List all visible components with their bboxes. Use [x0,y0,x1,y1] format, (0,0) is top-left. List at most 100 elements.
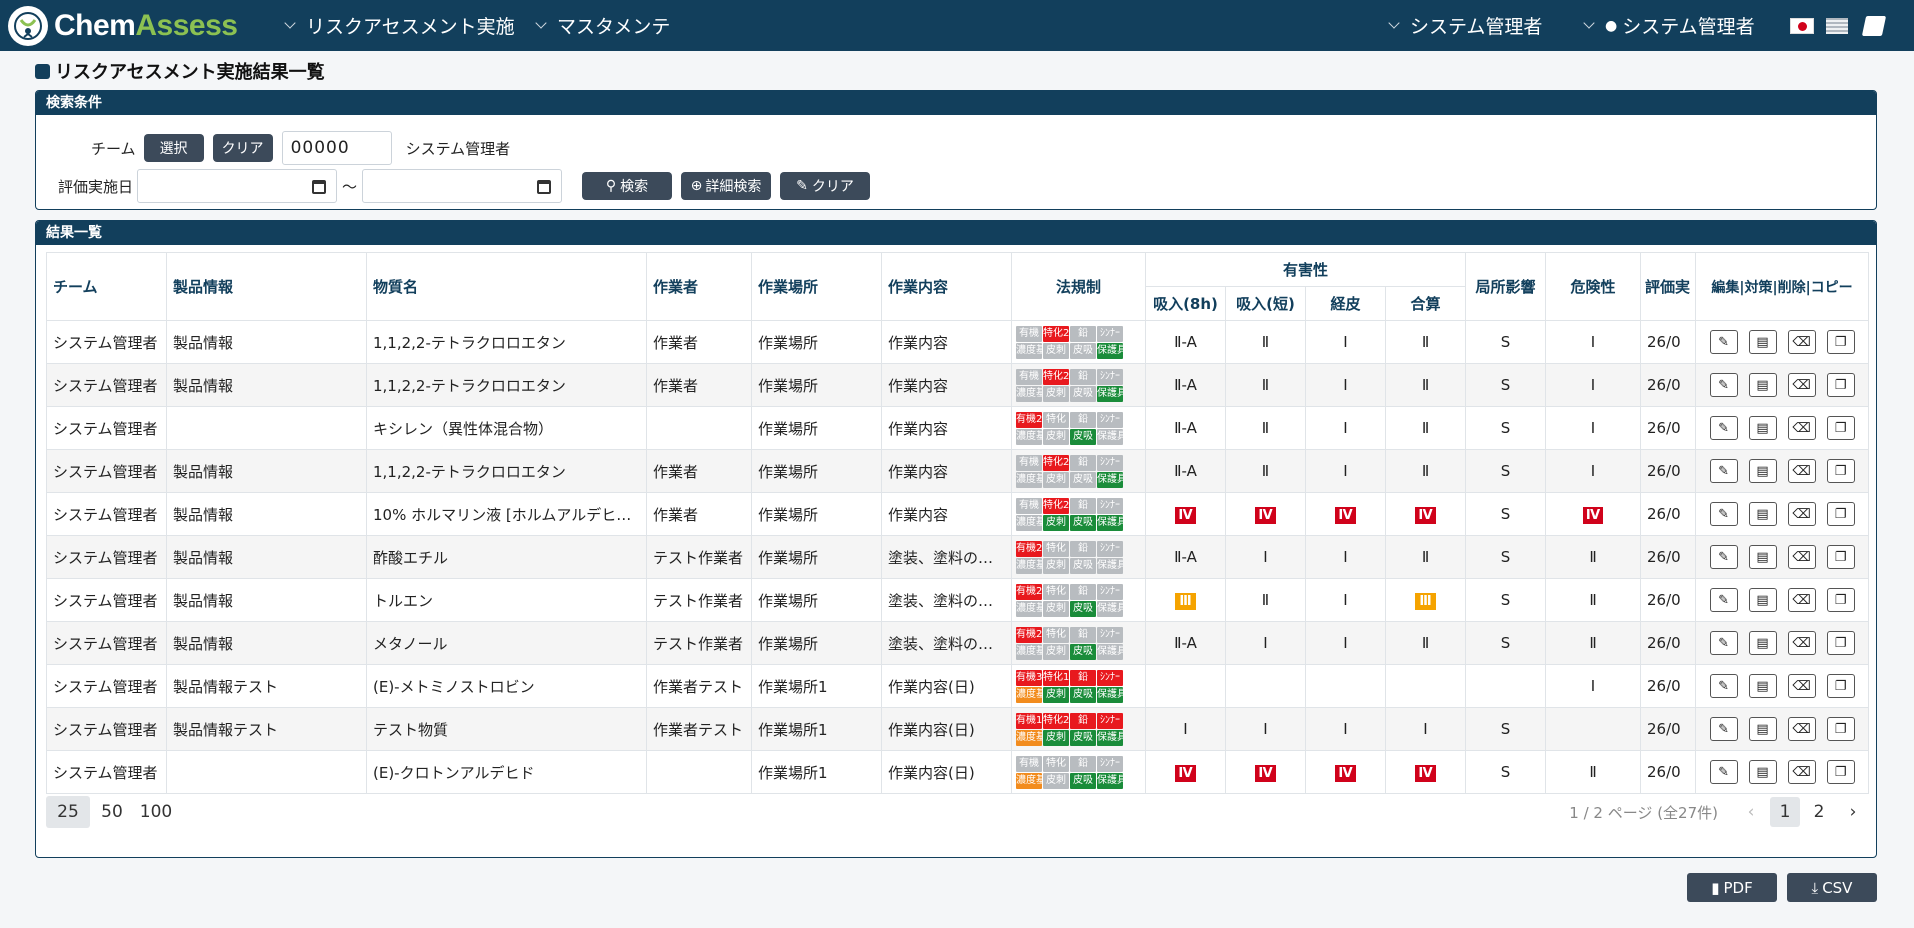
nav-menu-user[interactable]: ● システム管理者 [1583,12,1755,39]
team-name: システム管理者 [405,139,511,158]
law-badge: 皮吸 [1070,428,1096,445]
flag-jp-icon[interactable] [1790,18,1814,34]
trash-icon[interactable]: ⌫ [1787,416,1816,440]
app-logo[interactable]: ChemAssess [8,5,238,46]
copy-icon[interactable]: ❐ [1826,459,1855,483]
copy-icon[interactable]: ❐ [1826,416,1855,440]
document-icon[interactable]: ▤ [1748,674,1777,698]
table-row[interactable]: システム管理者 製品情報テスト テスト物質 作業者テスト 作業場所1 作業内容(日) 有… [46,707,1870,751]
copy-icon[interactable]: ❐ [1826,717,1855,741]
cell-content: 塗装、塗料の洗浄 [881,535,1012,579]
next-page-icon[interactable]: › [1849,802,1857,822]
calendar-icon[interactable] [312,180,327,194]
edit-icon[interactable]: ✎ [1709,760,1738,784]
team-code-input[interactable]: 00000 [281,131,392,165]
edit-icon[interactable]: ✎ [1709,674,1738,698]
table-row[interactable]: システム管理者 製品情報 トルエン テスト作業者 作業場所 塗装、塗料の洗浄 有機2 特化… [46,578,1870,622]
table-row[interactable]: システム管理者 製品情報 メタノール テスト作業者 作業場所 塗装、塗料の洗浄 有機2 特… [46,621,1870,665]
team-clear-button[interactable]: クリア [212,134,273,162]
edit-icon[interactable]: ✎ [1709,588,1738,612]
document-icon[interactable]: ▤ [1748,459,1777,483]
col-skin[interactable]: 経皮 [1305,286,1386,321]
table-row[interactable]: システム管理者 製品情報 10% ホルマリン液 [ホルムアルデヒド… 作業者 作業場所… [46,492,1870,536]
edit-icon[interactable]: ✎ [1709,459,1738,483]
trash-icon[interactable]: ⌫ [1787,459,1816,483]
table-row[interactable]: システム管理者 製品情報テスト (E)-メトミノストロビン 作業者テスト 作業場所1 作… [46,664,1870,708]
col-inhale-short[interactable]: 吸入(短) [1225,286,1306,321]
calendar-icon[interactable] [537,180,552,194]
table-row[interactable]: システム管理者 製品情報 1,1,2,2-テトラクロロエタン 作業者 作業場所 作業内容… [46,363,1870,407]
search-button[interactable]: ⚲ 検索 [582,172,673,200]
document-icon[interactable]: ▤ [1748,760,1777,784]
date-to-input[interactable] [362,169,563,203]
col-content[interactable]: 作業内容 [881,252,1012,321]
trash-icon[interactable]: ⌫ [1787,674,1816,698]
col-inhale-8h[interactable]: 吸入(8h) [1145,286,1226,321]
trash-icon[interactable]: ⌫ [1787,588,1816,612]
document-icon[interactable]: ▤ [1748,631,1777,655]
document-icon[interactable]: ▤ [1748,588,1777,612]
date-from-input[interactable] [137,169,338,203]
edit-icon[interactable]: ✎ [1709,631,1738,655]
trash-icon[interactable]: ⌫ [1787,373,1816,397]
flag-us-icon[interactable] [1826,18,1848,34]
table-row[interactable]: システム管理者 製品情報 1,1,2,2-テトラクロロエタン 作業者 作業場所 作業内容… [46,320,1870,364]
table-row[interactable]: システム管理者 キシレン（異性体混合物） 作業場所 作業内容 有機2 特化鉛ｼﾝﾅｰ 濃… [46,406,1870,450]
edit-icon[interactable]: ✎ [1709,545,1738,569]
trash-icon[interactable]: ⌫ [1787,760,1816,784]
col-team[interactable]: チーム [46,252,167,321]
col-substance[interactable]: 物質名 [366,252,647,321]
manual-book-icon[interactable] [1861,16,1887,36]
document-icon[interactable]: ▤ [1748,545,1777,569]
law-badge: 特化2 [1043,368,1069,385]
table-row[interactable]: システム管理者 製品情報 酢酸エチル テスト作業者 作業場所 塗装、塗料の洗浄 有機2 特… [46,535,1870,579]
document-icon[interactable]: ▤ [1748,717,1777,741]
col-local[interactable]: 局所影響 [1465,252,1547,321]
col-danger[interactable]: 危険性 [1545,252,1642,321]
edit-icon[interactable]: ✎ [1709,502,1738,526]
prev-page-icon[interactable]: ‹ [1747,802,1755,822]
edit-icon[interactable]: ✎ [1709,416,1738,440]
nav-menu-team[interactable]: システム管理者 [1388,12,1542,39]
col-worker[interactable]: 作業者 [646,252,752,321]
copy-icon[interactable]: ❐ [1826,330,1855,354]
edit-icon[interactable]: ✎ [1709,330,1738,354]
document-icon[interactable]: ▤ [1748,416,1777,440]
copy-icon[interactable]: ❐ [1826,760,1855,784]
copy-icon[interactable]: ❐ [1826,373,1855,397]
trash-icon[interactable]: ⌫ [1787,717,1816,741]
copy-icon[interactable]: ❐ [1826,545,1855,569]
trash-icon[interactable]: ⌫ [1787,545,1816,569]
col-place[interactable]: 作業場所 [751,252,882,321]
csv-export-button[interactable]: ⤓ CSV [1787,873,1877,902]
document-icon[interactable]: ▤ [1748,373,1777,397]
pdf-export-button[interactable]: ▮ PDF [1687,873,1777,902]
col-total[interactable]: 合算 [1384,286,1467,321]
team-select-button[interactable]: 選択 [143,134,204,162]
page-1[interactable]: 1 [1770,797,1800,827]
clear-search-button[interactable]: ✎ クリア [780,172,871,200]
copy-icon[interactable]: ❐ [1826,588,1855,612]
copy-icon[interactable]: ❐ [1826,631,1855,655]
trash-icon[interactable]: ⌫ [1787,502,1816,526]
trash-icon[interactable]: ⌫ [1787,330,1816,354]
copy-icon[interactable]: ❐ [1826,674,1855,698]
edit-icon[interactable]: ✎ [1709,373,1738,397]
table-row[interactable]: システム管理者 製品情報 1,1,2,2-テトラクロロエタン 作業者 作業場所 作業内容… [46,449,1870,493]
page-size-50[interactable]: 50 [101,802,123,822]
document-icon[interactable]: ▤ [1748,330,1777,354]
edit-icon[interactable]: ✎ [1709,717,1738,741]
document-icon[interactable]: ▤ [1748,502,1777,526]
copy-icon[interactable]: ❐ [1826,502,1855,526]
col-product[interactable]: 製品情報 [166,252,367,321]
page-2[interactable]: 2 [1813,802,1825,822]
cell-date: 26/0 [1640,750,1697,794]
detail-search-button[interactable]: ⊕ 詳細検索 [681,172,772,200]
page-size-100[interactable]: 100 [139,802,173,822]
nav-menu-master[interactable]: マスタメンテ [535,12,670,39]
col-date[interactable]: 評価実 [1640,252,1697,321]
nav-menu-risk-assessment[interactable]: リスクアセスメント実施 [284,12,515,39]
table-row[interactable]: システム管理者 (E)-クロトンアルデヒド 作業場所1 作業内容(日) 有機 特化鉛ｼ… [46,750,1870,794]
page-size-25[interactable]: 25 [46,796,90,828]
trash-icon[interactable]: ⌫ [1787,631,1816,655]
